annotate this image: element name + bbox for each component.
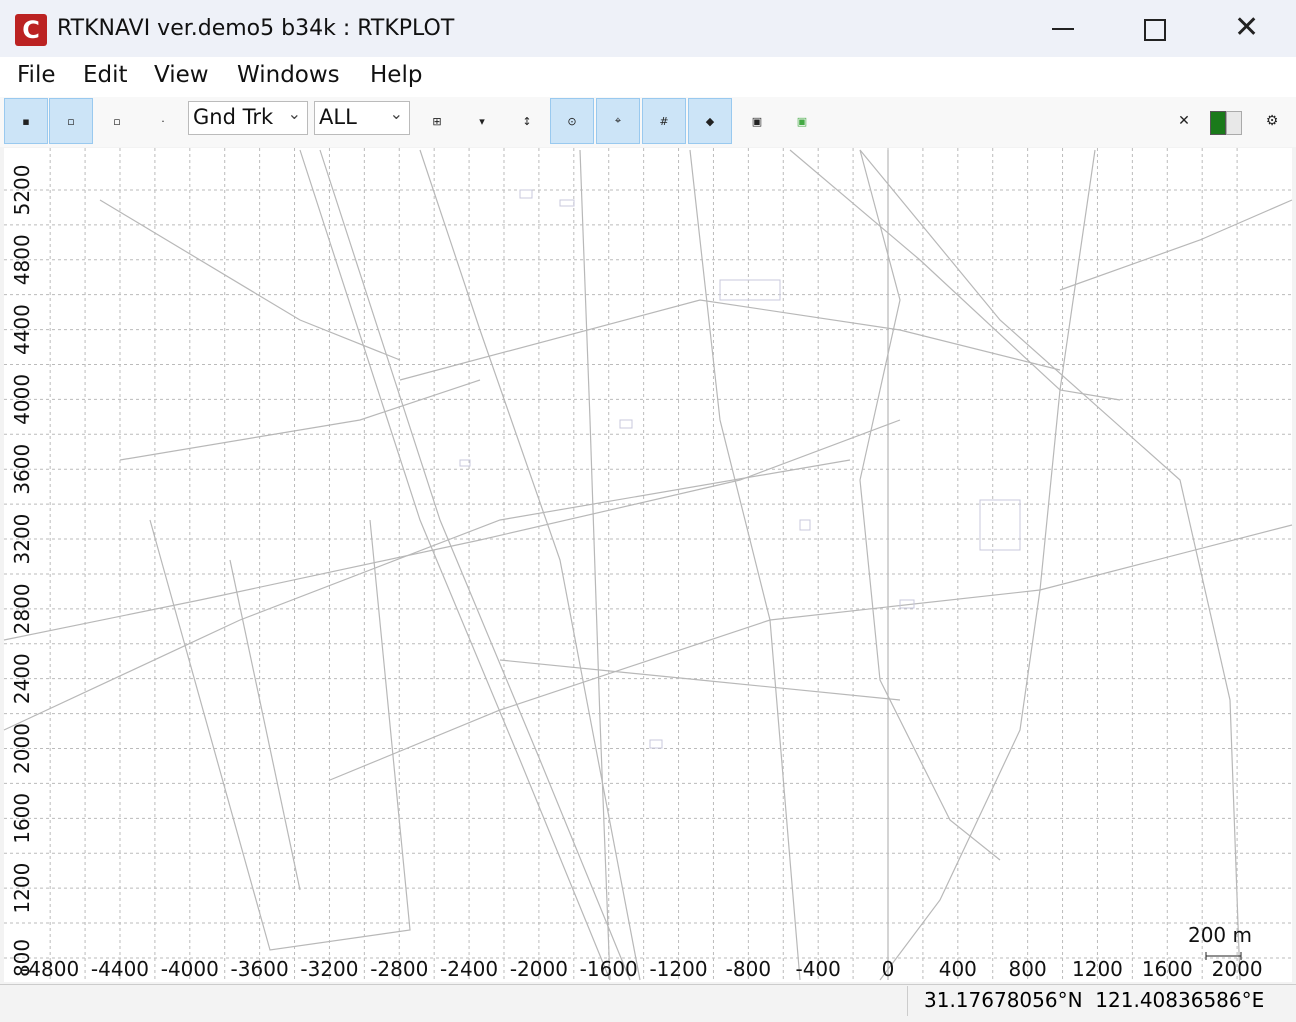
axes: -4800 -4400 -4000 -3600 -3200 -2800 -2400 -2000… [10,164,1263,981]
title-bar [0,0,1296,57]
app-icon: C [15,14,47,46]
maximize-button[interactable] [1144,19,1166,41]
menu-item[interactable]: View [154,62,209,88]
close-button[interactable]: ✕ [1234,10,1260,45]
x-tick-label: -4800 [21,957,79,981]
x-tick-label: -3200 [300,957,358,981]
grid [4,148,1292,982]
toolbar-button[interactable]: ▪ [4,98,48,144]
menu-item[interactable]: Edit [83,62,128,88]
y-tick-label: 3200 [10,514,34,565]
x-tick-label: 1200 [1072,957,1123,981]
coordinates: 31.17678056°N 121.40836586°E [907,986,1267,1016]
plot-background [4,148,1292,982]
toolbar-button[interactable]: ⊙ [550,98,594,144]
toolbar-button[interactable]: ▣ [796,114,808,128]
menu-item[interactable]: File [17,62,56,88]
x-tick-label: -4000 [161,957,219,981]
x-tick-label: -2800 [370,957,428,981]
toolbar-button[interactable]: ▫ [113,114,121,128]
toolbar-button[interactable]: # [642,98,686,144]
satellite-dropdown[interactable]: ALL ⌄ [314,101,410,135]
toolbar-button[interactable]: ▾ [479,114,485,128]
toolbar-button[interactable]: ▣ [751,114,763,128]
minimize-button[interactable] [1052,28,1074,30]
toolbar-button[interactable]: ✕ [1178,113,1190,129]
y-tick-label: 4000 [10,374,34,425]
x-tick-label: 1600 [1142,957,1193,981]
dropdown-value: Gnd Trk [193,105,274,129]
x-tick-label: 0 [882,957,895,981]
settings-button[interactable]: ⚙ [1265,113,1279,129]
y-tick-label: 1200 [10,863,34,914]
x-tick-label: -1200 [649,957,707,981]
x-tick-label: -3600 [231,957,289,981]
y-tick-label: 2000 [10,723,34,774]
map-buildings [459,189,1021,749]
x-tick-label: -2000 [510,957,568,981]
plot-type-dropdown[interactable]: Gnd Trk ⌄ [188,101,308,135]
x-tick-label: -1600 [580,957,638,981]
x-tick-label: -400 [795,957,840,981]
menu-item[interactable]: Help [370,62,423,88]
scale-bar [1205,952,1242,960]
y-tick-label: 5200 [10,164,34,215]
status-bar [0,984,1296,1022]
toolbar-button[interactable]: · [161,114,165,128]
toolbar-button[interactable]: ◆ [688,98,732,144]
toolbar-button[interactable]: ▫ [49,98,93,144]
x-tick-label: 400 [939,957,977,981]
window-title: RTKNAVI ver.demo5 b34k : RTKPLOT [57,16,455,41]
menu-item[interactable]: Windows [237,62,340,88]
latitude: 31.17678056°N [924,988,1083,1012]
x-tick-label: 800 [1009,957,1047,981]
y-tick-label: 1600 [10,793,34,844]
map-lines [3,149,1293,981]
y-tick-label: 800 [10,939,34,977]
y-tick-label: 4800 [10,234,34,285]
menu-bar [0,57,1296,97]
y-tick-label: 4400 [10,304,34,355]
x-tick-label: -800 [726,957,771,981]
y-tick-label: 2800 [10,583,34,634]
dropdown-value: ALL [319,105,357,129]
toolbar-button[interactable]: ↕ [522,114,532,128]
plot-area: -4800 -4400 -4000 -3600 -3200 -2800 -2400 -2000… [3,148,1293,982]
toolbar-button[interactable]: ⌖ [596,98,640,144]
y-tick-label: 2400 [10,653,34,704]
x-tick-label: 2000 [1212,957,1263,981]
scale-label: 200 m [1188,923,1252,947]
y-tick-label: 3600 [10,444,34,495]
x-tick-label: -2400 [440,957,498,981]
longitude: 121.40836586°E [1095,988,1265,1012]
status-indicator [1226,111,1242,135]
toolbar-button[interactable]: ⊞ [432,114,442,128]
status-indicator [1210,111,1226,135]
x-tick-label: -4400 [91,957,149,981]
